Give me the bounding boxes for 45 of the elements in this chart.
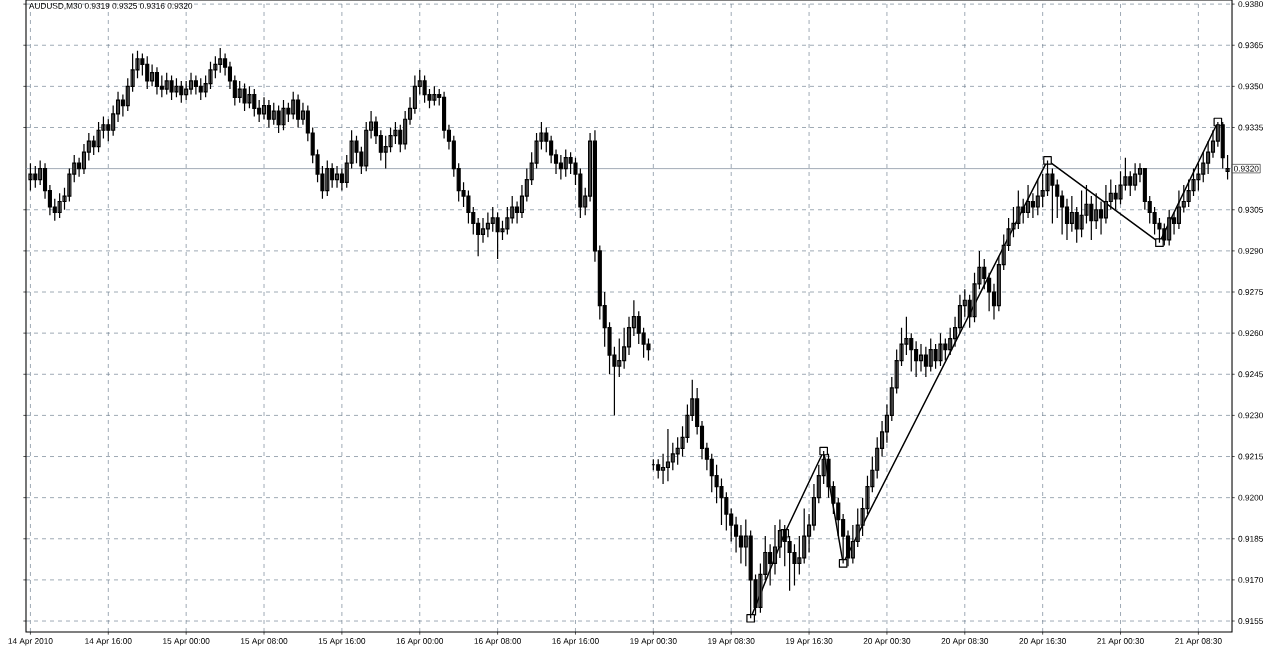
y-tick-label: 0.9335 — [1238, 124, 1263, 131]
y-tick-label: 0.9185 — [1238, 535, 1263, 542]
point — [746, 613, 756, 623]
y-tick-label: 0.9215 — [1238, 453, 1263, 460]
x-tick-label: 15 Apr 00:00 — [163, 638, 210, 646]
x-tick-label: 21 Apr 00:30 — [1097, 638, 1144, 646]
candlestick — [918, 343, 924, 373]
y-tick-label: 0.9245 — [1238, 371, 1263, 378]
point — [819, 446, 828, 456]
y-tick-label: 0.9365 — [1238, 42, 1263, 49]
x-tick-label: 20 Apr 00:30 — [863, 638, 911, 646]
candlestick — [28, 162, 33, 192]
x-tick-label: 19 Apr 08:30 — [708, 638, 755, 646]
candlestick — [334, 165, 340, 189]
ref-line-label: 0.9320 — [1233, 165, 1259, 172]
candlestick — [154, 66, 160, 96]
point — [1043, 156, 1052, 165]
x-tick-label: 14 Apr 2010 — [8, 638, 53, 646]
y-tick-label: 0.9260 — [1238, 330, 1264, 337]
y-tick-label: 0.9350 — [1238, 83, 1264, 90]
candlestick — [656, 458, 661, 480]
candlestick — [281, 99, 286, 131]
x-tick-label: 15 Apr 08:00 — [240, 638, 288, 646]
x-tick-label: 21 Apr 08:30 — [1175, 638, 1222, 646]
x-tick-label: 14 Apr 16:00 — [85, 638, 132, 646]
y-tick-label: 0.9170 — [1238, 576, 1264, 583]
x-tick-label: 16 Apr 16:00 — [552, 638, 599, 646]
y-tick-label: 0.9305 — [1238, 206, 1263, 213]
candlestick — [188, 72, 194, 96]
x-tick-label: 19 Apr 16:30 — [786, 638, 833, 646]
x-tick-label: 20 Apr 16:30 — [1019, 638, 1066, 646]
x-tick-label: 15 Apr 16:00 — [318, 638, 366, 646]
candlestick — [1225, 154, 1230, 181]
chart-title: AUDUSD,M30 0.9319 0.9325 0.9316 0.9320 — [28, 2, 193, 10]
x-tick-label: 20 Apr 08:30 — [941, 638, 989, 646]
x-tick-label: 19 Apr 00:30 — [630, 638, 677, 646]
point — [1155, 238, 1164, 247]
y-tick-label: 0.9275 — [1238, 289, 1263, 295]
y-tick-label: 0.9155 — [1238, 618, 1263, 624]
y-tick-label: 0.9380 — [1238, 1, 1264, 8]
x-tick-label: 16 Apr 08:00 — [474, 638, 521, 646]
y-tick-label: 0.9290 — [1238, 247, 1264, 254]
y-tick-label: 0.9200 — [1238, 494, 1264, 501]
x-tick-label: 16 Apr 00:00 — [396, 638, 444, 646]
y-tick-label: 0.9230 — [1238, 412, 1264, 419]
